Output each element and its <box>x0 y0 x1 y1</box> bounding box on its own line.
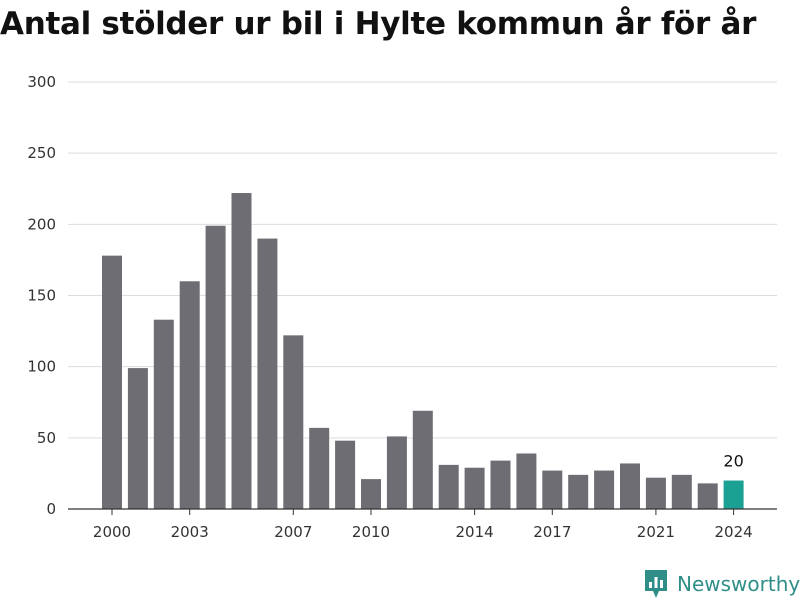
bar-2011 <box>386 436 407 509</box>
y-tick-label: 0 <box>46 500 56 518</box>
x-tick-label: 2007 <box>274 523 312 541</box>
x-tick-label: 2017 <box>533 523 571 541</box>
bar-2001 <box>127 368 148 509</box>
bar-2015 <box>490 460 511 509</box>
bar-2004 <box>205 225 226 510</box>
y-axis-ticks: 0 50 100 150 200 250 300 <box>27 73 56 518</box>
y-tick-label: 200 <box>27 215 56 233</box>
brand: Newsworthy <box>644 569 800 599</box>
bars <box>102 193 744 510</box>
data-label-2024: 20 <box>723 452 743 471</box>
y-tick-label: 300 <box>27 73 56 91</box>
y-tick-label: 100 <box>27 358 56 376</box>
bar-2017 <box>542 470 563 509</box>
y-tick-label: 250 <box>27 144 56 162</box>
bar-2021 <box>645 477 666 509</box>
bar-2005 <box>231 193 252 509</box>
bar-2013 <box>438 464 459 509</box>
data-labels: 20 <box>723 452 743 471</box>
bar-2019 <box>594 470 615 509</box>
bar-2023 <box>697 483 718 509</box>
y-tick-label: 150 <box>27 287 56 305</box>
bar-2000 <box>102 255 122 509</box>
bar-2020 <box>620 463 640 509</box>
y-tick-label: 50 <box>37 429 56 447</box>
bar-2006 <box>257 238 278 510</box>
bar-2003 <box>179 281 200 509</box>
bar-2009 <box>335 440 356 509</box>
bar-2016 <box>516 453 537 509</box>
chart-title: Antal stölder ur bil i Hylte kommun år f… <box>0 6 757 42</box>
bar-2024 <box>723 480 744 509</box>
bar-2012 <box>412 410 433 509</box>
bar-2002 <box>153 319 174 509</box>
x-tick-label: 2021 <box>637 523 675 541</box>
newsworthy-logo-icon <box>645 570 667 598</box>
x-tick-label: 2014 <box>456 523 494 541</box>
bar-2014 <box>464 467 485 509</box>
x-tick-label: 2010 <box>352 523 390 541</box>
x-tick-label: 2000 <box>93 523 131 541</box>
x-tick-label: 2003 <box>171 523 209 541</box>
bar-2008 <box>309 427 330 509</box>
bar-2007 <box>283 335 304 509</box>
brand-name: Newsworthy <box>677 572 800 596</box>
bar-2010 <box>361 479 381 509</box>
bar-2018 <box>568 474 589 509</box>
bar-2022 <box>671 474 692 509</box>
x-axis-ticks: 2000 2003 2007 2010 2014 2017 2021 2024 <box>93 509 753 541</box>
x-tick-label: 2024 <box>715 523 753 541</box>
gridlines <box>68 81 777 439</box>
